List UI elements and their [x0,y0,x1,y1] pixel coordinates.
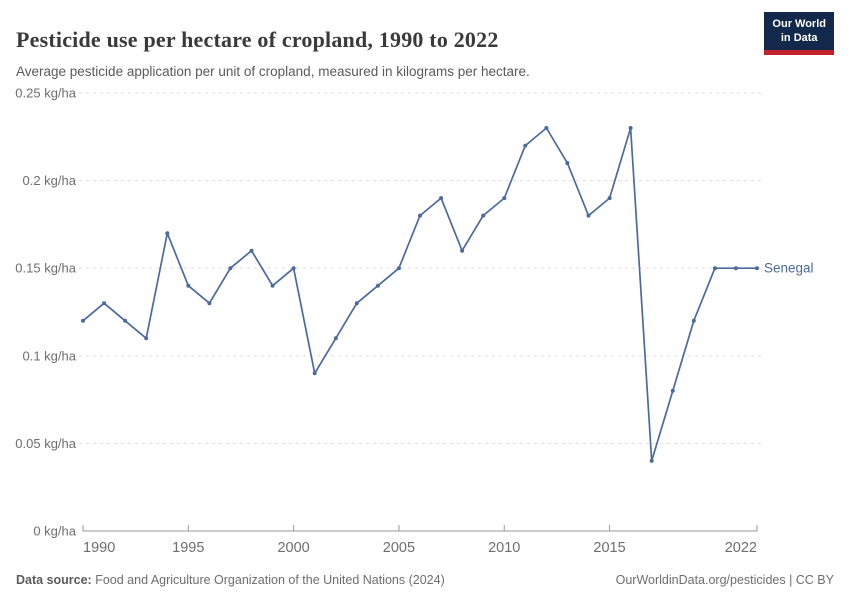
data-point[interactable] [165,231,170,236]
data-line[interactable] [82,127,757,462]
data-point[interactable] [102,301,107,306]
x-axis-label: 1995 [172,540,204,556]
x-axis-label: 2000 [277,540,309,556]
x-axis-label: 1990 [83,540,115,556]
chart-title: Pesticide use per hectare of cropland, 1… [16,26,499,52]
data-point[interactable] [502,196,507,201]
data-point[interactable] [439,196,444,201]
data-point[interactable] [207,301,212,306]
chart-footer: Data source: Food and Agriculture Organi… [16,573,834,587]
x-axis-label: 2010 [488,540,520,556]
y-axis-label: 0.05 kg/ha [15,436,76,451]
data-point[interactable] [628,126,633,130]
data-point[interactable] [312,371,317,376]
data-source-text: Food and Agriculture Organization of the… [95,573,445,587]
data-point[interactable] [270,283,275,288]
y-axis-label: 0.15 kg/ha [15,261,76,276]
data-point[interactable] [755,266,759,271]
credit-link[interactable]: OurWorldinData.org/pesticides | CC BY [615,573,834,587]
data-point[interactable] [565,161,570,166]
data-point[interactable] [81,318,85,323]
chart-subtitle: Average pesticide application per unit o… [16,63,530,79]
data-source: Data source: Food and Agriculture Organi… [16,573,445,587]
data-point[interactable] [586,213,591,218]
y-axis-label: 0 kg/ha [33,524,76,539]
data-point[interactable] [733,266,738,271]
data-point[interactable] [333,336,338,341]
data-point[interactable] [291,266,296,271]
owid-logo-line2: in Data [780,32,818,45]
x-axis-label: 2022 [725,540,757,556]
data-point[interactable] [123,318,128,323]
y-axis-label: 0.25 kg/ha [15,86,76,101]
data-point[interactable] [481,213,486,218]
owid-logo-line1: Our World [772,18,826,30]
data-point[interactable] [523,143,528,148]
data-point[interactable] [649,458,654,463]
owid-logo[interactable]: Our World in Data [764,12,834,55]
data-point[interactable] [228,266,233,271]
data-point[interactable] [354,301,359,306]
data-point[interactable] [544,126,549,130]
data-point[interactable] [375,283,380,288]
data-point[interactable] [418,213,422,218]
data-point[interactable] [186,283,191,288]
x-axis-label: 2015 [593,540,625,556]
y-axis-label: 0.2 kg/ha [23,173,77,188]
data-point[interactable] [607,196,612,201]
x-axis-label: 2005 [383,540,415,556]
data-point[interactable] [460,248,465,253]
data-point[interactable] [249,248,254,253]
data-point[interactable] [144,336,149,341]
data-point[interactable] [670,388,675,393]
data-source-label: Data source: [16,573,92,587]
data-point[interactable] [691,318,696,323]
entity-label[interactable]: Senegal [764,261,814,276]
data-point[interactable] [712,266,717,271]
y-axis-label: 0.1 kg/ha [23,348,77,363]
data-point[interactable] [396,266,401,271]
